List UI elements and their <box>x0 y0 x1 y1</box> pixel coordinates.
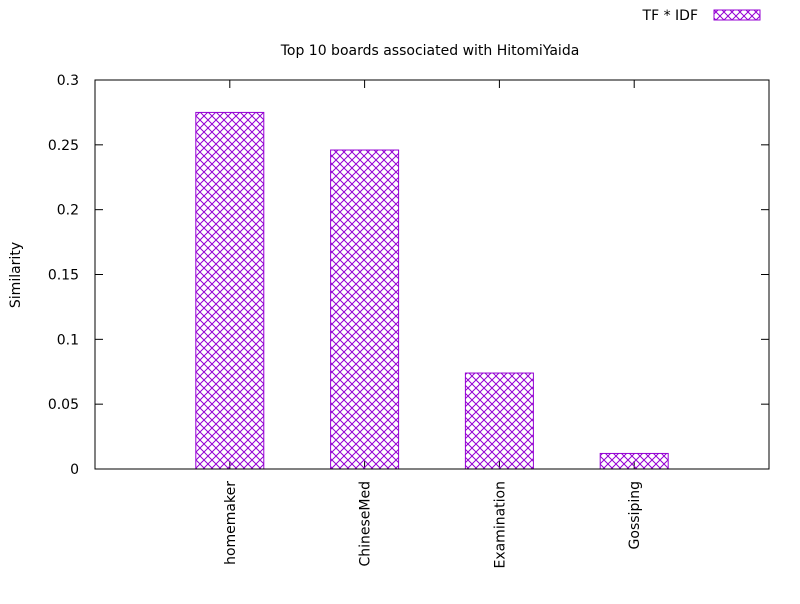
bar-examination <box>464 372 534 470</box>
chart-title: Top 10 boards associated with HitomiYaid… <box>280 43 580 59</box>
y-tick-label: 0.2 <box>57 203 79 219</box>
bar-chinesemed <box>330 149 400 470</box>
x-tick-label: ChineseMed <box>358 481 374 567</box>
y-tick-label: 0.25 <box>48 138 79 154</box>
legend-label: TF * IDF <box>642 8 698 24</box>
x-tick-labels: homemaker ChineseMed Examination Gossiping <box>223 481 643 569</box>
y-tick-label: 0 <box>70 462 79 478</box>
x-tick-label: Gossiping <box>627 481 643 549</box>
y-tick-label: 0.3 <box>57 73 79 89</box>
y-tick-label: 0.05 <box>48 397 79 413</box>
y-tick-label: 0.1 <box>57 332 79 348</box>
bars <box>195 111 669 470</box>
x-tick-label: homemaker <box>223 481 239 565</box>
y-tick-label: 0.15 <box>48 268 79 284</box>
legend-swatch <box>713 9 761 21</box>
plot-frame <box>94 79 770 470</box>
x-tick-label: Examination <box>492 481 508 569</box>
bar-homemaker <box>195 111 265 470</box>
y-tick-labels: 0 0.05 0.1 0.15 0.2 0.25 0.3 <box>48 73 79 478</box>
bar-gossiping <box>599 452 669 470</box>
legend: TF * IDF <box>642 8 761 24</box>
y-axis-label: Similarity <box>8 242 24 308</box>
